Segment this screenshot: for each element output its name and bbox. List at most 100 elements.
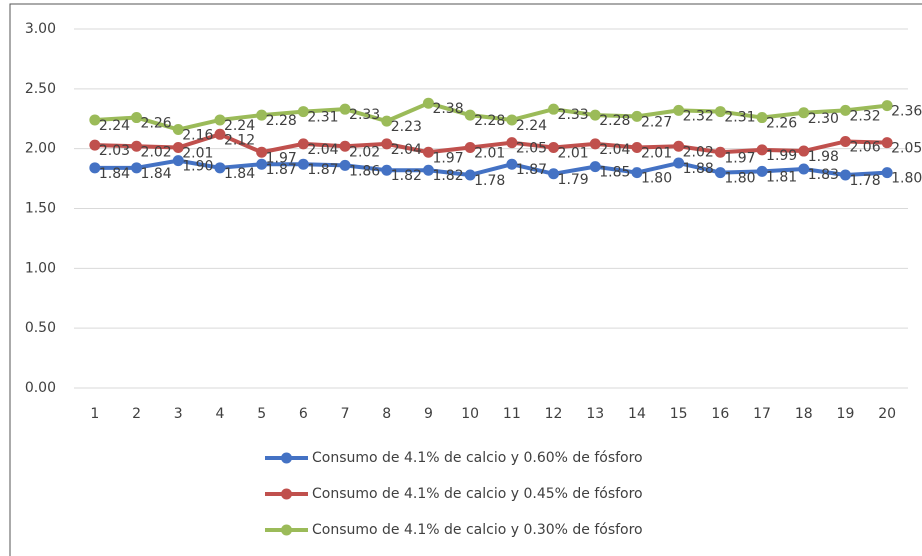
y-tick-label: 2.00 (25, 141, 56, 157)
data-label: 1.82 (391, 168, 422, 184)
data-point (256, 109, 268, 121)
data-label: 1.99 (766, 148, 797, 164)
x-tick-label: 10 (461, 406, 479, 422)
data-label: 1.97 (724, 150, 755, 166)
data-label: 1.87 (266, 162, 297, 178)
data-point (422, 146, 434, 158)
data-label: 2.01 (182, 145, 213, 161)
data-point (297, 106, 309, 118)
data-point (214, 162, 226, 174)
data-label: 1.84 (224, 166, 255, 182)
data-label: 1.90 (182, 159, 213, 175)
x-tick-label: 4 (215, 406, 224, 422)
data-point (297, 158, 309, 170)
data-point (881, 137, 893, 149)
data-point (172, 124, 184, 136)
data-point (631, 141, 643, 153)
x-tick-label: 20 (878, 406, 896, 422)
chart-frame (9, 3, 922, 556)
x-tick-label: 6 (299, 406, 308, 422)
y-tick-label: 3.00 (25, 21, 56, 37)
data-label: 2.31 (307, 110, 338, 126)
data-point (714, 167, 726, 179)
y-tick-label: 1.00 (25, 260, 56, 276)
data-label: 2.27 (641, 114, 672, 130)
data-point (631, 110, 643, 122)
data-point (673, 157, 685, 169)
data-label: 2.32 (683, 108, 714, 124)
data-label: 2.30 (808, 111, 839, 127)
data-point (756, 144, 768, 156)
x-tick-label: 16 (711, 406, 729, 422)
data-point (89, 139, 101, 151)
data-point (589, 161, 601, 173)
data-point (256, 146, 268, 158)
x-tick-label: 17 (753, 406, 771, 422)
data-label: 2.26 (141, 116, 172, 132)
data-point (714, 146, 726, 158)
data-point (464, 109, 476, 121)
series-line (94, 158, 888, 177)
data-label: 2.24 (516, 118, 547, 134)
legend-marker (281, 488, 292, 500)
data-label: 2.06 (849, 139, 880, 155)
data-point (339, 103, 351, 115)
data-label: 1.97 (432, 150, 463, 166)
data-label: 2.02 (349, 144, 380, 160)
data-point (89, 162, 101, 174)
data-label: 1.84 (99, 166, 130, 182)
data-label: 1.86 (349, 163, 380, 179)
data-point (589, 138, 601, 150)
data-point (214, 128, 226, 140)
data-point (798, 107, 810, 119)
data-point (422, 164, 434, 176)
x-tick-label: 1 (90, 406, 99, 422)
data-label: 2.02 (683, 144, 714, 160)
x-tick-label: 14 (628, 406, 646, 422)
data-label: 1.80 (891, 171, 922, 187)
x-tick-label: 11 (503, 406, 521, 422)
data-point (506, 114, 518, 126)
data-label: 1.79 (558, 172, 589, 188)
data-label: 1.78 (849, 173, 880, 189)
data-label: 2.38 (432, 101, 463, 117)
data-label: 2.24 (99, 118, 130, 134)
data-label: 2.36 (891, 104, 922, 120)
data-point (464, 169, 476, 181)
series-line (94, 101, 888, 132)
data-label: 2.01 (474, 145, 505, 161)
data-point (131, 162, 143, 174)
data-point (881, 167, 893, 179)
data-point (381, 115, 393, 127)
legend-marker (281, 452, 292, 464)
data-label: 2.24 (224, 118, 255, 134)
legend-label: Consumo de 4.1% de calcio y 0.60% de fós… (312, 450, 643, 466)
data-label: 1.88 (683, 161, 714, 177)
data-label: 2.12 (224, 132, 255, 148)
data-point (798, 145, 810, 157)
legend-marker (281, 524, 292, 536)
x-tick-label: 3 (174, 406, 183, 422)
data-point (131, 140, 143, 152)
data-label: 2.04 (599, 142, 630, 158)
data-point (381, 138, 393, 150)
series-line (94, 132, 888, 155)
data-point (673, 104, 685, 116)
x-tick-label: 2 (132, 406, 141, 422)
y-tick-label: 0.50 (25, 320, 56, 336)
data-point (673, 140, 685, 152)
data-label: 2.01 (641, 145, 672, 161)
data-label: 2.04 (391, 142, 422, 158)
x-tick-label: 12 (545, 406, 563, 422)
data-point (214, 114, 226, 126)
data-point (297, 138, 309, 150)
y-tick-label: 1.50 (25, 201, 56, 217)
data-label: 2.23 (391, 119, 422, 135)
x-tick-label: 9 (424, 406, 433, 422)
data-label: 1.84 (141, 166, 172, 182)
data-point (756, 112, 768, 124)
data-label: 2.31 (724, 110, 755, 126)
data-label: 2.32 (849, 108, 880, 124)
data-label: 2.05 (891, 141, 922, 157)
data-point (381, 164, 393, 176)
